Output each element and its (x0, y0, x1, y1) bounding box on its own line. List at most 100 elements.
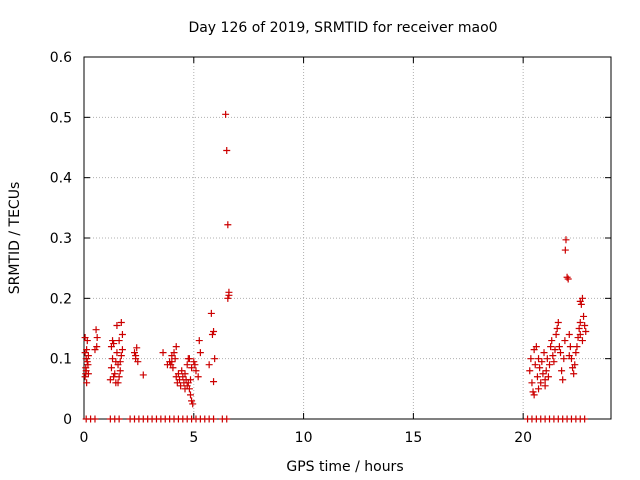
data-point (111, 370, 119, 378)
data-point (571, 361, 579, 369)
data-point (562, 236, 570, 244)
y-tick-label: 0.6 (50, 50, 72, 66)
data-point (115, 373, 123, 381)
data-point (563, 273, 571, 281)
data-point (552, 331, 560, 339)
data-point (540, 349, 548, 357)
x-tick-label: 15 (404, 430, 422, 446)
data-point (541, 376, 549, 384)
data-point (186, 376, 194, 384)
data-point (178, 367, 186, 375)
data-point (531, 361, 539, 369)
data-point (115, 337, 123, 345)
data-point (576, 297, 584, 305)
data-point (81, 334, 89, 342)
data-point (107, 343, 115, 351)
data-point (572, 349, 580, 357)
data-point (543, 355, 551, 363)
data-point (544, 373, 552, 381)
data-point (539, 370, 547, 378)
y-axis-label: SRMTID / TECUs (7, 182, 23, 295)
data-point (84, 352, 92, 360)
y-tick-label: 0.2 (50, 291, 72, 307)
data-point (533, 373, 541, 381)
data-point (573, 343, 581, 351)
data-point (537, 379, 545, 387)
axis-ticks: 0 0.1 0.2 0.3 0.4 0.5 0.6 0 5 10 15 20 (50, 50, 611, 446)
data-point (189, 400, 197, 408)
data-point (549, 352, 557, 360)
data-point (109, 355, 117, 363)
data-point (190, 358, 198, 366)
data-points (81, 110, 590, 423)
data-point (177, 382, 185, 390)
data-point (118, 346, 126, 354)
x-tick-label: 0 (80, 430, 89, 446)
data-point (223, 415, 231, 423)
data-point (547, 343, 555, 351)
data-point (184, 355, 192, 363)
data-point (167, 361, 175, 369)
data-point (172, 343, 180, 351)
data-point (83, 346, 91, 354)
data-point (117, 318, 125, 326)
y-tick-label: 0.3 (50, 231, 72, 247)
data-point (92, 326, 100, 334)
x-tick-label: 10 (295, 430, 313, 446)
data-point (210, 378, 218, 386)
data-point (550, 358, 558, 366)
data-point (576, 318, 584, 326)
data-point (113, 349, 121, 357)
data-point (171, 355, 179, 363)
data-point (188, 364, 196, 372)
data-point (555, 343, 563, 351)
data-point (186, 391, 194, 399)
data-point (538, 358, 546, 366)
data-point (208, 331, 216, 339)
data-point (553, 325, 561, 332)
data-point (528, 379, 536, 387)
data-point (559, 376, 567, 384)
data-point (546, 361, 554, 369)
data-point (564, 275, 572, 283)
x-tick-label: 20 (514, 430, 532, 446)
y-tick-label: 0.5 (50, 110, 72, 126)
data-point (224, 294, 232, 302)
data-point (575, 325, 583, 332)
data-point (83, 379, 91, 387)
data-point (132, 352, 140, 360)
data-point (205, 361, 213, 369)
data-point (159, 349, 167, 357)
data-point (541, 382, 549, 390)
data-point (131, 349, 139, 357)
data-point (561, 337, 569, 345)
data-point (194, 373, 202, 381)
data-point (561, 246, 569, 254)
data-point (210, 328, 218, 336)
data-point (118, 331, 126, 339)
data-point (207, 309, 215, 317)
data-point (566, 343, 574, 351)
data-point (116, 367, 124, 375)
data-point (532, 343, 540, 351)
data-point (107, 364, 115, 372)
data-point (536, 364, 544, 372)
data-point (188, 397, 196, 405)
data-point (109, 337, 117, 345)
y-tick-label: 0 (63, 412, 72, 428)
data-point (84, 361, 92, 369)
data-point (210, 415, 218, 423)
data-point (556, 349, 564, 357)
data-point (115, 415, 123, 423)
data-point (170, 349, 178, 357)
data-point (576, 331, 584, 339)
data-point (526, 367, 534, 375)
data-point (560, 355, 568, 363)
data-point (581, 321, 589, 329)
data-point (527, 355, 535, 363)
data-point (181, 370, 189, 378)
data-point (117, 352, 125, 360)
data-point (195, 337, 203, 345)
data-point (529, 388, 537, 396)
data-point (535, 385, 543, 393)
